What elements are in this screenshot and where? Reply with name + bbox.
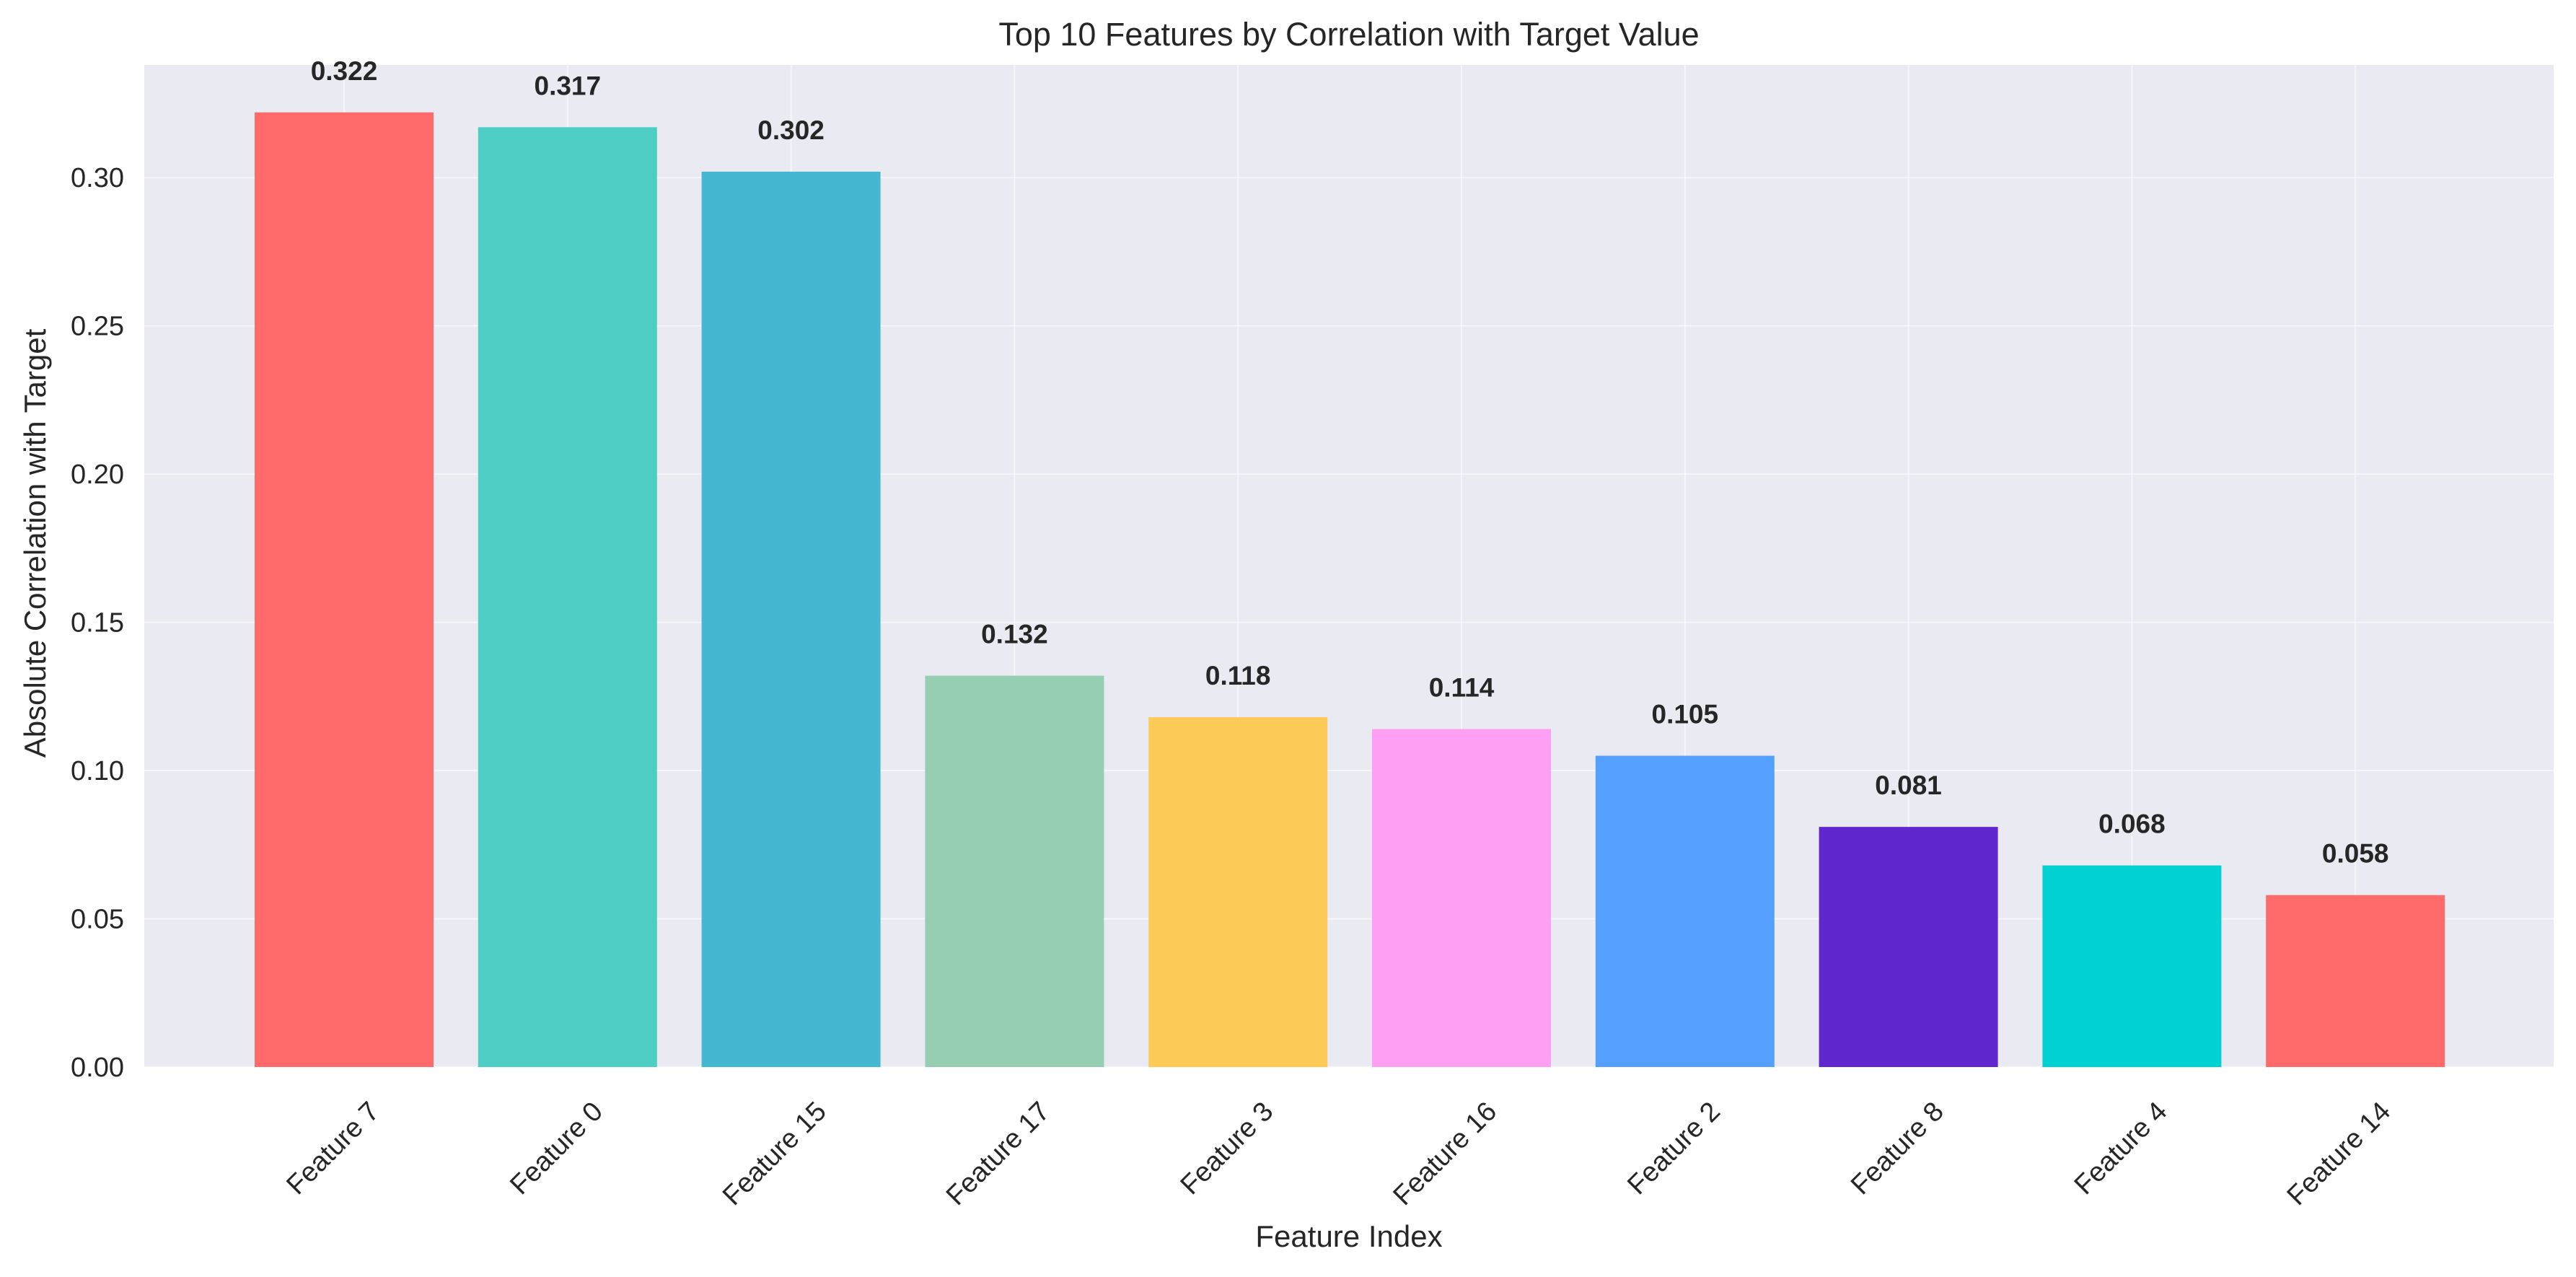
x-axis-ticks: Feature 7 Feature 0 Feature 15 Feature 17 Fe… xyxy=(281,1096,2396,1211)
bar-value-label: 0.317 xyxy=(535,71,602,100)
bar-value-label: 0.302 xyxy=(757,115,825,145)
bar xyxy=(1148,717,1328,1067)
y-tick-label: 0.25 xyxy=(71,312,124,342)
value-labels: 0.322 0.317 0.302 0.132 0.118 0.114 0.105 0.081… xyxy=(311,56,2389,869)
y-tick-label: 0.00 xyxy=(71,1053,124,1083)
y-axis-ticks: 0.00 0.05 0.10 0.15 0.20 0.25 0.30 xyxy=(71,163,124,1083)
x-tick-label: Feature 17 xyxy=(941,1096,1056,1211)
bar-value-label: 0.114 xyxy=(1429,673,1495,703)
bar-value-label: 0.322 xyxy=(311,56,378,86)
bar xyxy=(478,127,657,1067)
bar-value-label: 0.132 xyxy=(981,620,1048,649)
x-tick-label: Feature 7 xyxy=(281,1096,385,1201)
bar-value-label: 0.081 xyxy=(1875,771,1942,800)
x-axis-label: Feature Index xyxy=(1255,1219,1442,1253)
bar xyxy=(1595,755,1775,1067)
bar xyxy=(925,675,1104,1067)
y-tick-label: 0.30 xyxy=(71,163,124,193)
bars xyxy=(255,112,2445,1068)
y-tick-label: 0.15 xyxy=(71,608,124,638)
bar xyxy=(2042,865,2222,1067)
bar-value-label: 0.068 xyxy=(2098,809,2166,839)
x-tick-label: Feature 4 xyxy=(2069,1096,2173,1201)
bar-value-label: 0.118 xyxy=(1205,661,1271,690)
bar-value-label: 0.058 xyxy=(2322,839,2389,869)
x-tick-label: Feature 16 xyxy=(1388,1096,1503,1211)
x-tick-label: Feature 14 xyxy=(2282,1096,2397,1211)
x-tick-label: Feature 8 xyxy=(1845,1096,1950,1201)
bar xyxy=(701,171,881,1068)
bar xyxy=(1372,729,1551,1067)
bar xyxy=(1819,827,1998,1067)
y-tick-label: 0.20 xyxy=(71,460,124,490)
bar-value-label: 0.105 xyxy=(1652,700,1719,729)
chart-title: Top 10 Features by Correlation with Targ… xyxy=(998,16,1699,53)
y-tick-label: 0.05 xyxy=(71,905,124,935)
y-tick-label: 0.10 xyxy=(71,756,124,786)
y-axis-label: Absolute Correlation with Target xyxy=(18,328,52,758)
bar xyxy=(2266,895,2445,1067)
x-tick-label: Feature 0 xyxy=(504,1096,609,1201)
x-tick-label: Feature 2 xyxy=(1622,1096,1726,1201)
x-tick-label: Feature 15 xyxy=(717,1096,832,1211)
x-tick-label: Feature 3 xyxy=(1175,1096,1280,1201)
bar xyxy=(255,112,434,1068)
